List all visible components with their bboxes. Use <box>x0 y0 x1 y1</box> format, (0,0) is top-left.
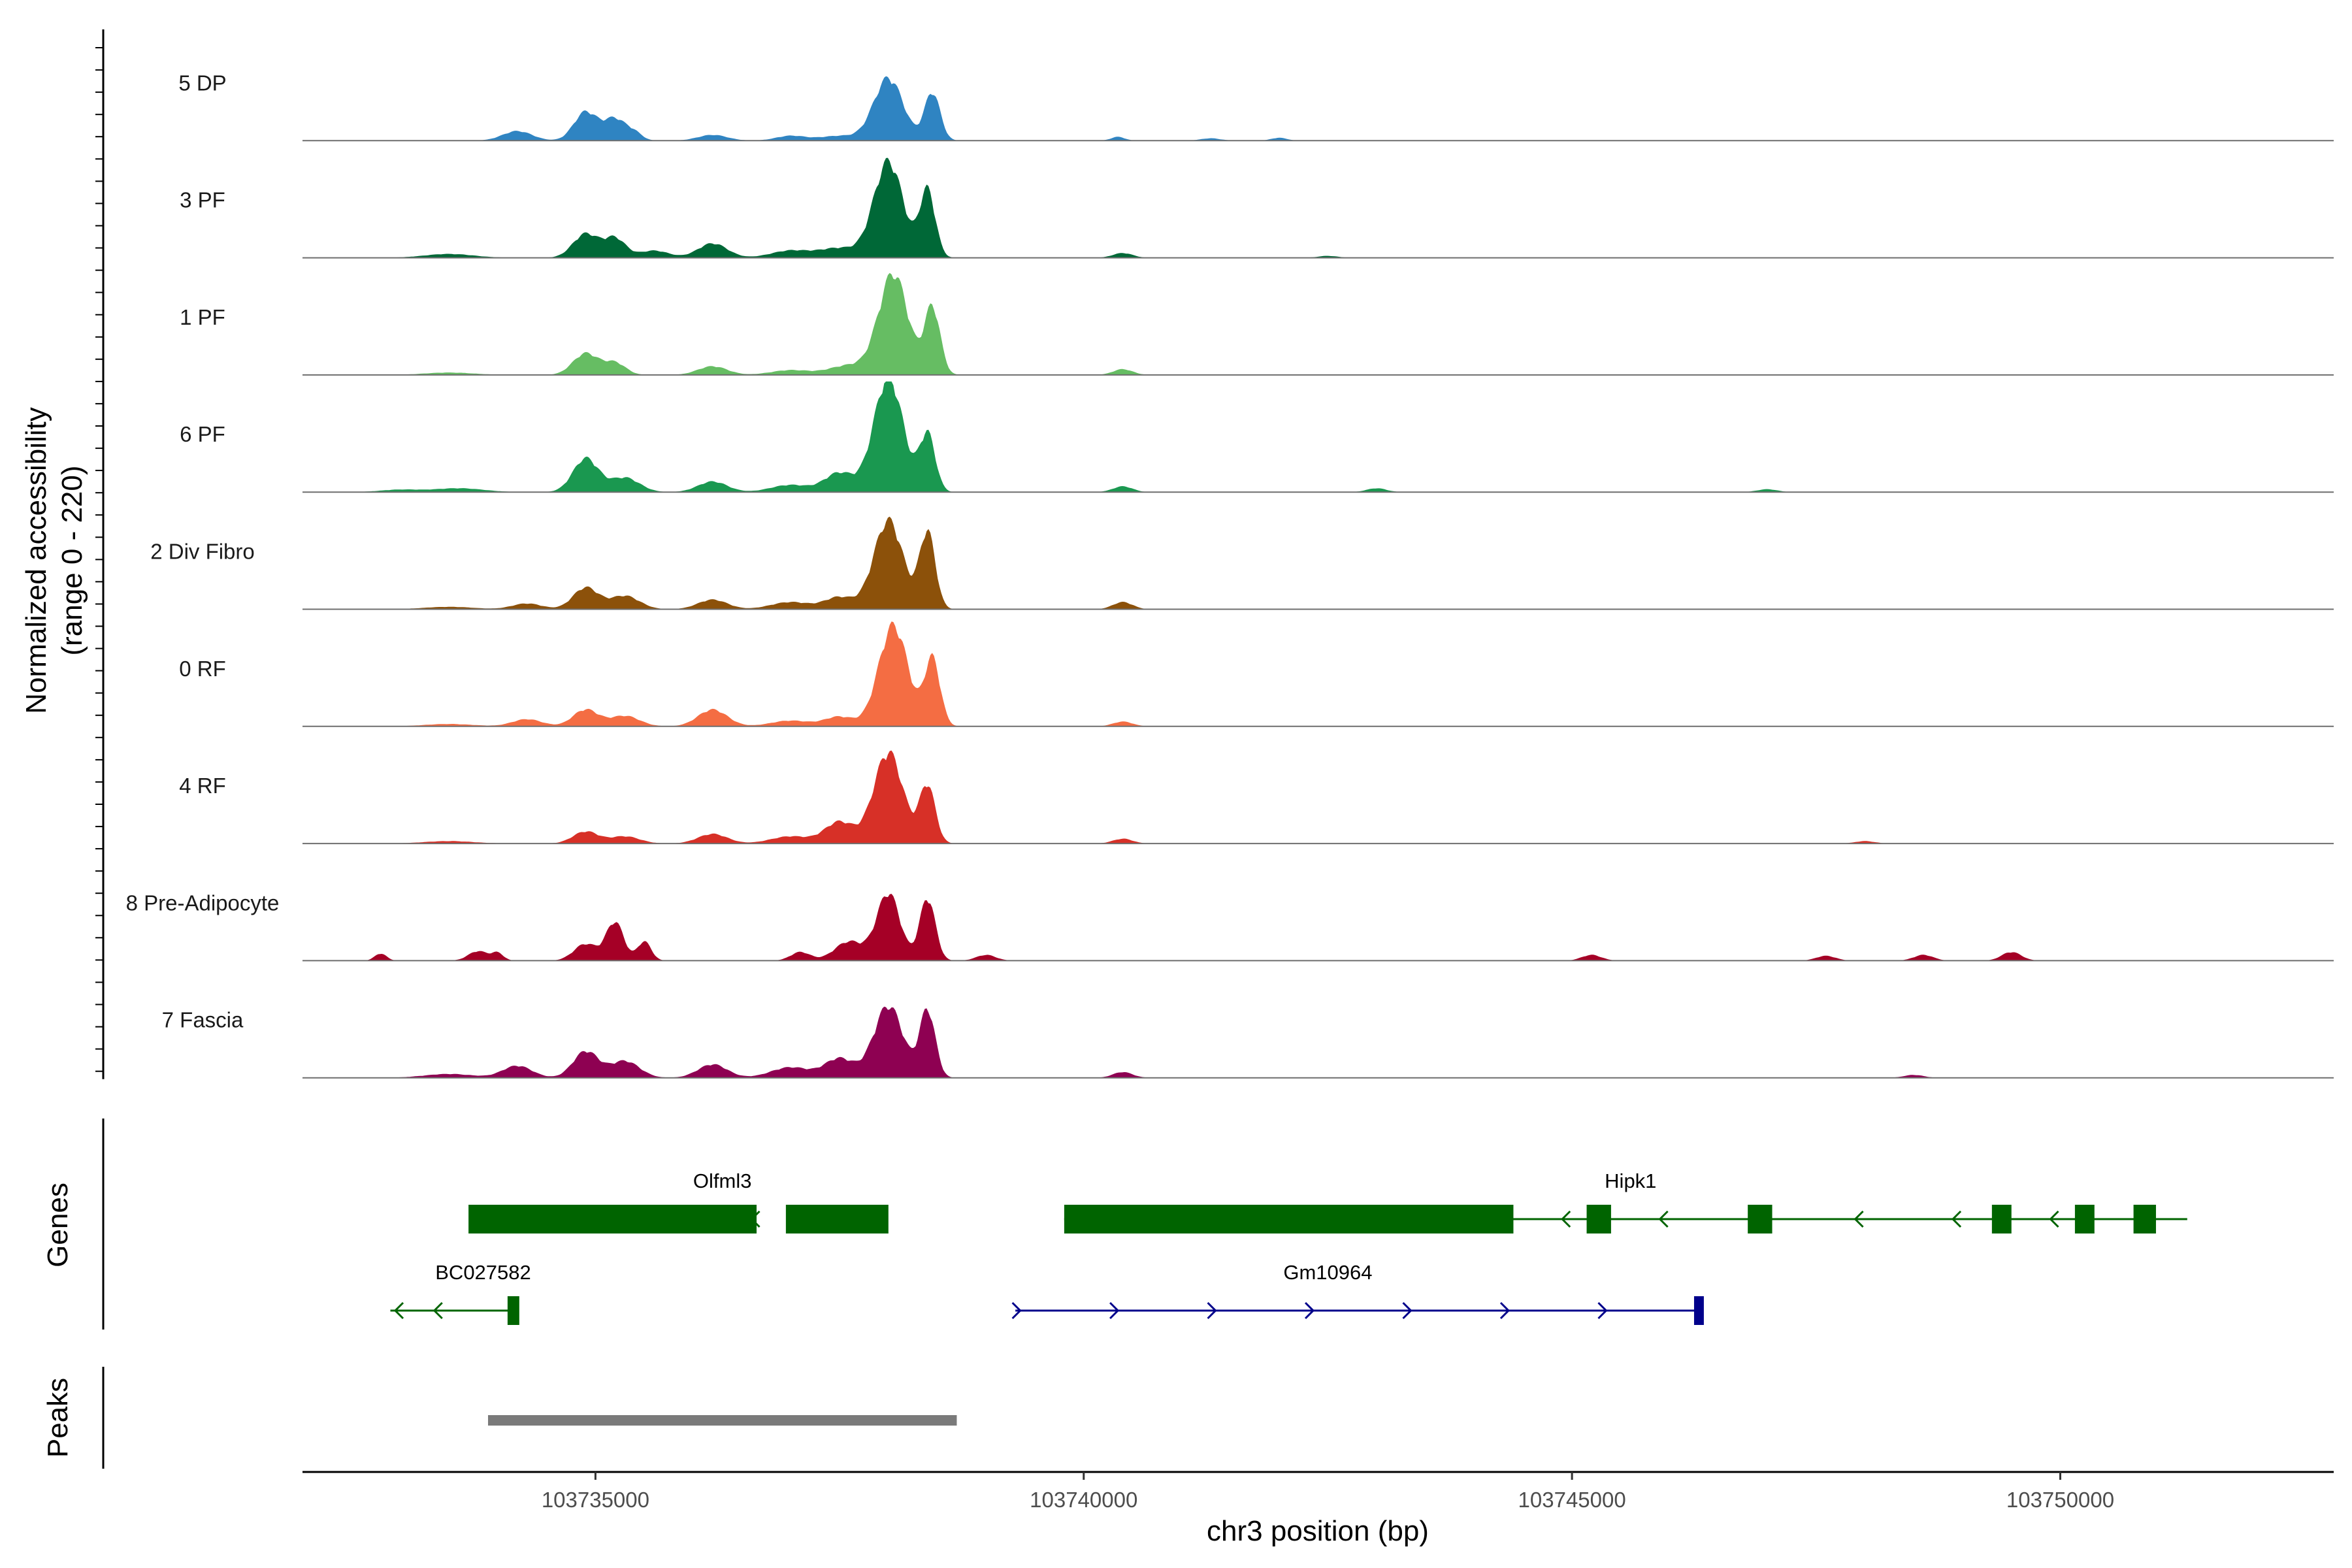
gene-exon <box>1991 1205 2012 1233</box>
gene-label: Olfml3 <box>693 1169 752 1192</box>
coverage-area <box>302 272 2334 375</box>
coverage-tracks: 5 DP 3 PF 1 PF 6 PF 2 Div Fibro 0 RF 4 RF 8 Pre… <box>126 71 2334 1079</box>
y-axis-title-line1: Normalized accessibility <box>20 407 52 713</box>
x-tick-label: 103740000 <box>1030 1488 1137 1512</box>
gene-strand-arrow <box>1402 1301 1413 1320</box>
gene-exon <box>785 1205 889 1233</box>
gene-strand-arrow <box>750 1210 760 1228</box>
track-label: 3 PF <box>180 188 225 212</box>
gene-label: Hipk1 <box>1605 1169 1656 1192</box>
track-label: 1 PF <box>180 305 225 329</box>
coverage-y-axis <box>95 29 105 1079</box>
x-tick-label: 103750000 <box>2006 1488 2114 1512</box>
gene-strand-arrow <box>433 1301 443 1320</box>
track-label: 4 RF <box>179 774 226 798</box>
gene-exon <box>468 1205 757 1233</box>
track-label: 0 RF <box>179 657 226 681</box>
gene-exon <box>1693 1296 1704 1325</box>
track-label: 2 Div Fibro <box>150 540 255 564</box>
x-tick-label: 103745000 <box>1518 1488 1626 1512</box>
gene-strand-arrow <box>1597 1301 1608 1320</box>
coverage-area <box>302 621 2334 727</box>
gene-exon <box>2133 1205 2156 1233</box>
coverage-area <box>302 157 2334 258</box>
gene-strand-arrow <box>393 1301 404 1320</box>
gene-strand-arrow <box>2049 1210 2059 1228</box>
coverage-area <box>302 381 2334 493</box>
gene-strand-arrow <box>1011 1301 1022 1320</box>
gene-exon <box>1586 1205 1611 1233</box>
coverage-area <box>302 894 2334 961</box>
gene-label: Gm10964 <box>1283 1261 1372 1284</box>
gene-exon <box>1748 1205 1772 1233</box>
genes-panel-title: Genes <box>42 1183 74 1267</box>
coverage-area <box>302 750 2334 844</box>
coverage-area <box>302 1006 2334 1078</box>
gene-strand-arrow <box>1207 1301 1217 1320</box>
gene-strand-arrow <box>1304 1301 1315 1320</box>
gene-label: BC027582 <box>435 1261 531 1284</box>
x-axis-ticks: 103735000 103740000 103745000 103750000 <box>542 1472 2114 1512</box>
gene-exon <box>1064 1205 1514 1233</box>
gene-annotations: Olfml3 Hipk1 BC027582 Gm10964 <box>390 1169 2187 1325</box>
gene-strand-arrow <box>1854 1210 1864 1228</box>
gene-strand-arrow <box>1561 1210 1571 1228</box>
track-label: 6 PF <box>180 422 225 446</box>
coverage-area <box>302 76 2334 141</box>
gene-exon <box>2074 1205 2095 1233</box>
x-axis-title: chr3 position (bp) <box>1207 1515 1429 1547</box>
gene-strand-arrow <box>1658 1210 1669 1228</box>
gene-strand-arrow <box>1499 1301 1511 1320</box>
track-label: 7 Fascia <box>162 1008 244 1032</box>
gene-strand-arrow <box>1951 1210 1962 1228</box>
x-tick-label: 103735000 <box>542 1488 649 1512</box>
peak-region <box>487 1415 957 1426</box>
gene-strand-arrow <box>1109 1301 1120 1320</box>
track-label: 5 DP <box>178 71 226 95</box>
coverage-area <box>302 516 2334 610</box>
peak-regions <box>487 1415 957 1426</box>
peaks-panel-title: Peaks <box>42 1378 74 1458</box>
track-label: 8 Pre-Adipocyte <box>126 890 280 915</box>
gene-exon <box>507 1296 519 1325</box>
y-axis-title-line2: (range 0 - 220) <box>56 465 88 655</box>
